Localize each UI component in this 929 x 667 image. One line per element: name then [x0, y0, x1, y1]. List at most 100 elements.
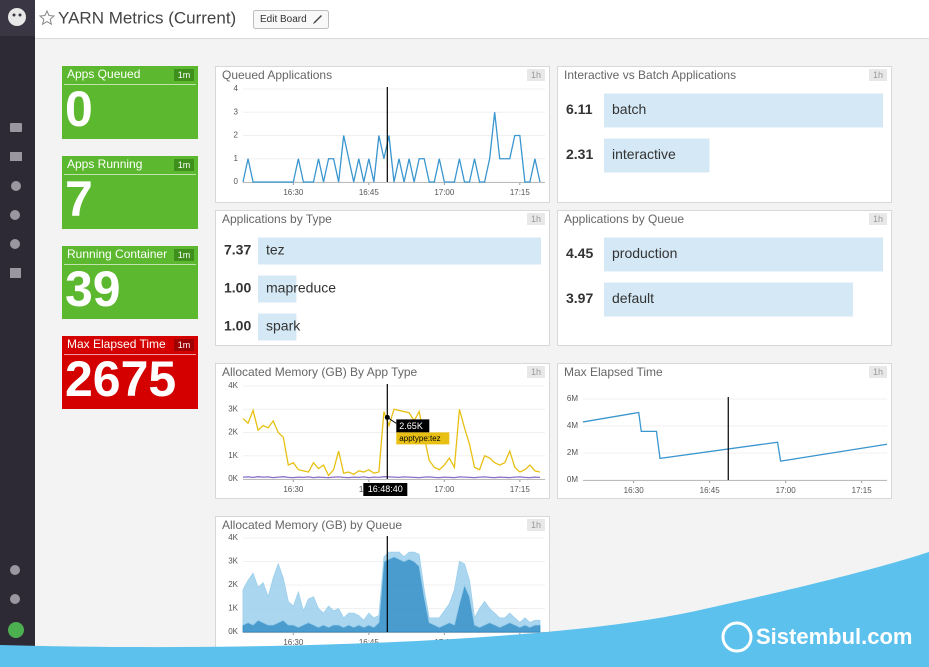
x-tick-label: 17:00: [776, 486, 797, 495]
y-tick-label: 2K: [228, 428, 238, 437]
edit-board-button[interactable]: [253, 10, 329, 29]
query-value: 7: [65, 171, 93, 227]
query-value-badge-label: 1m: [178, 70, 191, 80]
widget-title: Queued Applications: [222, 68, 332, 82]
favorite-star[interactable]: [38, 9, 56, 26]
bar: [604, 93, 883, 128]
query-value-title: Running Container: [67, 247, 167, 261]
y-tick-label: 4K: [228, 533, 238, 542]
sidebar-icons: [10, 123, 22, 604]
query-value-badge: [174, 69, 194, 81]
widget-title: Allocated Memory (GB) by Queue: [222, 518, 402, 532]
board-title: YARN Metrics (Current): [58, 8, 236, 27]
x-tick-label: 16:45: [359, 188, 380, 197]
watermark-icon: [721, 621, 753, 653]
widget-title: Applications by Type: [222, 212, 332, 226]
widget-title: Max Elapsed Time: [564, 365, 663, 379]
icon-apm[interactable]: [10, 239, 20, 249]
bar-category-label: production: [612, 245, 677, 261]
tooltip-series-box: [396, 432, 450, 445]
bar: [604, 282, 853, 317]
x-tick-label: 16:30: [624, 486, 645, 495]
widget-badge: [527, 519, 545, 531]
icon-help[interactable]: [10, 565, 20, 575]
widget-badge-label: 1h: [531, 367, 541, 377]
x-tick-label: 17:15: [510, 188, 531, 197]
x-tick-label: 17:15: [510, 485, 531, 494]
widget-badge: [527, 213, 545, 225]
line: [582, 411, 888, 462]
bar-category-label: interactive: [612, 146, 676, 162]
tooltip-leader: [387, 416, 397, 424]
tooltip-value-box: [396, 419, 430, 433]
bar-value-label: 1.00: [224, 318, 251, 334]
query-value-title: Max Elapsed Time: [67, 337, 166, 351]
widget-badge: [869, 366, 887, 378]
bar-value-label: 3.97: [566, 290, 593, 306]
query-value-title: Apps Running: [67, 157, 142, 171]
bar: [604, 138, 710, 173]
widget-badge: [527, 69, 545, 81]
bar: [258, 275, 297, 303]
bar-value-label: 4.45: [566, 245, 593, 261]
query-value-badge: [174, 339, 194, 351]
widget-badge: [869, 69, 887, 81]
logo: [8, 8, 26, 26]
widget-badge: [527, 366, 545, 378]
bar: [258, 237, 541, 265]
widget: [557, 66, 892, 203]
tooltip-value: 2.65K: [399, 421, 423, 431]
icon-dashboards[interactable]: [10, 123, 22, 132]
icon-metrics[interactable]: [10, 152, 22, 161]
widget-badge-label: 1h: [531, 70, 541, 80]
widget-badge-label: 1h: [531, 214, 541, 224]
area: [242, 551, 541, 628]
sidebar: [0, 0, 35, 667]
logo-eye: [18, 13, 22, 17]
widget-badge-label: 1h: [873, 214, 883, 224]
x-tick-label: 17:00: [434, 485, 455, 494]
tooltip-series: apptype:tez: [399, 434, 440, 443]
user-avatar[interactable]: [8, 622, 24, 638]
bar-category-label: batch: [612, 101, 646, 117]
bar: [604, 237, 883, 272]
y-tick-label: 1K: [228, 604, 238, 613]
bar-value-label: 6.11: [566, 101, 593, 117]
y-tick-label: 1: [234, 154, 239, 163]
y-tick-label: 0K: [228, 627, 238, 636]
query-value: 39: [65, 261, 121, 317]
widget-badge-label: 1h: [531, 520, 541, 530]
x-tick-label: 17:15: [852, 486, 873, 495]
x-tick-label: 16:45: [359, 638, 380, 647]
widget-title: Applications by Queue: [564, 212, 684, 226]
widget-title: Allocated Memory (GB) By App Type: [222, 365, 418, 379]
bar-category-label: spark: [266, 318, 301, 334]
y-tick-label: 3K: [228, 404, 238, 413]
y-tick-label: 6M: [567, 394, 578, 403]
bar-value-label: 2.31: [566, 146, 593, 162]
query-value-badge: [174, 159, 194, 171]
y-tick-label: 0M: [567, 475, 578, 484]
y-tick-label: 4M: [567, 421, 578, 430]
y-tick-label: 4K: [228, 381, 238, 390]
query-value-badge-label: 1m: [178, 250, 191, 260]
icon-infra[interactable]: [11, 181, 21, 191]
bar-category-label: default: [612, 290, 654, 306]
query-value-badge: [174, 249, 194, 261]
y-tick-label: 3K: [228, 557, 238, 566]
y-tick-label: 2K: [228, 580, 238, 589]
icon-monitors[interactable]: [10, 210, 20, 220]
logo-eye: [12, 13, 16, 17]
y-tick-label: 1K: [228, 451, 238, 460]
icon-team[interactable]: [10, 594, 20, 604]
icon-integrations[interactable]: [10, 268, 21, 278]
widget-title: Interactive vs Batch Applications: [564, 68, 736, 82]
bar-category-label: mapreduce: [266, 280, 336, 296]
y-tick-label: 2: [234, 131, 239, 140]
watermark-wave: [0, 552, 929, 667]
line: [242, 112, 541, 183]
query-value-badge-label: 1m: [178, 340, 191, 350]
x-tick-label: 16:30: [283, 188, 304, 197]
x-tick-label: 16:45: [700, 486, 721, 495]
